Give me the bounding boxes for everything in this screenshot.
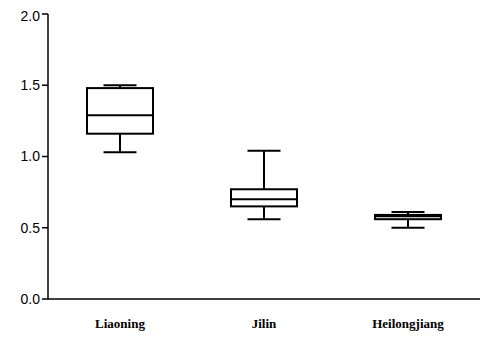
svg-text:Jilin: Jilin: [252, 316, 277, 331]
svg-text:Liaoning: Liaoning: [95, 316, 145, 331]
svg-text:2.0: 2.0: [21, 8, 41, 24]
svg-text:0.5: 0.5: [21, 220, 41, 236]
svg-text:1.5: 1.5: [21, 77, 41, 93]
svg-text:0.0: 0.0: [21, 291, 41, 307]
svg-text:Heilongjiang: Heilongjiang: [372, 316, 444, 331]
svg-text:1.0: 1.0: [21, 148, 41, 164]
